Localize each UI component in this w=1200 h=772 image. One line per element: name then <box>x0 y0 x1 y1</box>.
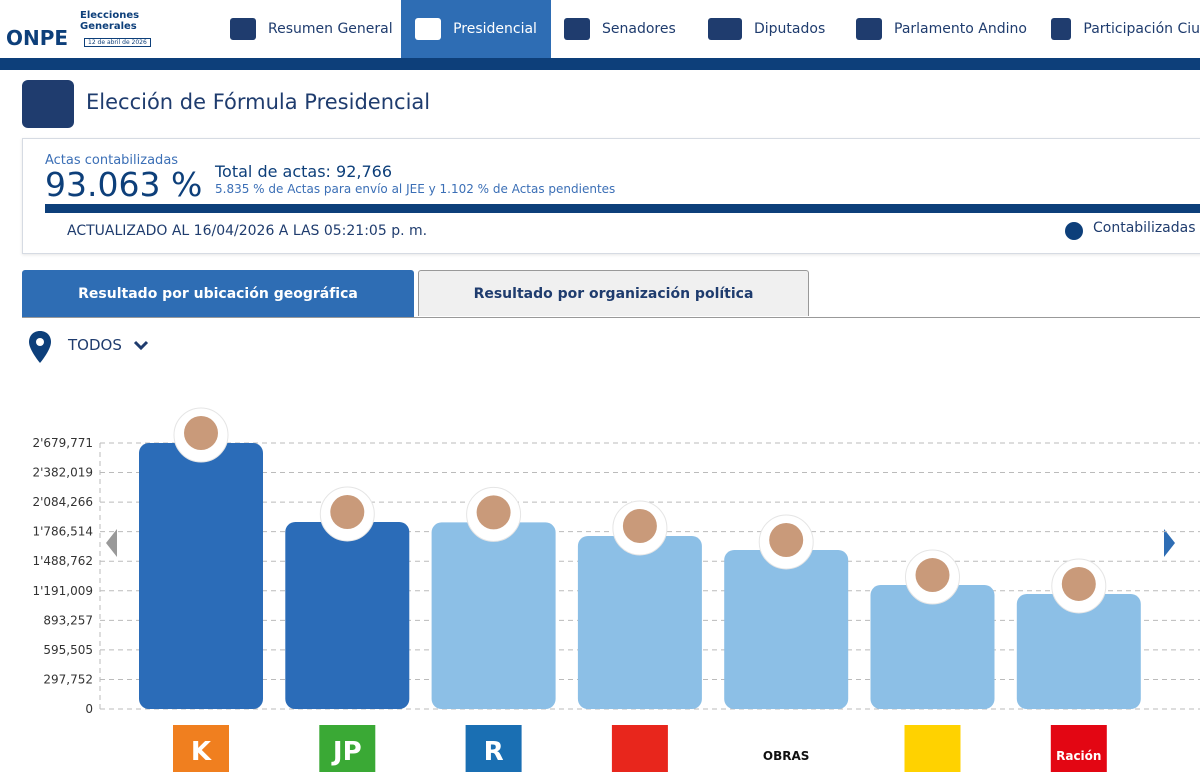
nav-icon <box>708 18 742 40</box>
prev-arrow[interactable] <box>106 529 117 557</box>
party-logo <box>319 725 376 772</box>
filter-dropdown[interactable]: TODOS <box>68 336 122 354</box>
nav-label[interactable]: Presidencial <box>453 21 537 37</box>
nav-label[interactable]: Diputados <box>754 21 826 37</box>
legend-label: Contabilizadas <box>1093 220 1196 236</box>
next-arrow[interactable] <box>1164 529 1175 557</box>
nav-icon <box>415 18 442 40</box>
y-tick-label: 893,257 <box>43 613 93 627</box>
nav-icon <box>230 18 256 40</box>
dropdown-chevron[interactable] <box>133 340 149 352</box>
nav-label[interactable]: Participación Ciu <box>1083 21 1200 37</box>
bar <box>577 535 702 709</box>
y-tick-label: 1'191,009 <box>32 584 93 598</box>
summary-label: Actas contabilizadas <box>45 153 179 168</box>
y-tick-label: 297,752 <box>43 672 93 686</box>
page-title: Elección de Fórmula Presidencial <box>86 90 431 114</box>
y-tick-label: 0 <box>85 702 93 716</box>
location-icon <box>29 331 51 363</box>
logo-brand: ONPE <box>6 26 69 50</box>
nav-icon <box>1051 18 1072 40</box>
summary-card: Actas contabilizadas 93.063 % Total de a… <box>22 138 1200 254</box>
nav-icon <box>856 18 882 40</box>
candidate-face <box>622 508 657 543</box>
summary-detail: 5.835 % de Actas para envío al JEE y 1.1… <box>215 182 616 196</box>
y-tick-label: 1'786,514 <box>32 525 93 539</box>
logo-date: 12 de abril de 2026 <box>84 38 151 47</box>
party-logo-text: R <box>484 737 504 767</box>
top-nav: ONPE Elecciones Generales 12 de abril de… <box>0 0 1200 58</box>
nav-item[interactable]: Presidencial <box>401 0 551 58</box>
bar-chart: 0 297,752 595,505 893,257 1'191,009 1'488,762… <box>32 407 1200 772</box>
party-logo <box>465 725 522 772</box>
header-icon <box>22 80 74 128</box>
candidate-face <box>184 416 218 450</box>
y-tick-label: 2'679,771 <box>32 436 93 450</box>
progress-bar <box>45 204 1200 213</box>
bar <box>431 522 556 709</box>
y-tick-label: 595,505 <box>43 643 93 657</box>
bar <box>285 521 410 709</box>
tab[interactable]: Resultado por organización política <box>418 270 809 316</box>
party-logo <box>758 725 815 772</box>
party-logo-text: Ración <box>1056 749 1101 763</box>
nav-item[interactable]: Senadores <box>564 0 694 58</box>
candidate-face <box>330 494 365 529</box>
nav-item[interactable]: Resumen General <box>230 0 400 58</box>
party-logo <box>1050 725 1107 772</box>
bar <box>870 585 995 709</box>
y-tick-label: 1'488,762 <box>32 554 93 568</box>
summary-percent: 93.063 % <box>45 165 203 204</box>
party-logo-text: OBRAS <box>763 749 810 763</box>
candidate-face <box>915 558 950 593</box>
nav-item[interactable]: Diputados <box>708 0 838 58</box>
legend-dot <box>1065 222 1083 240</box>
party-logo-text: K <box>191 737 212 767</box>
party-logo-text: JP <box>331 737 362 767</box>
summary-total: Total de actas: 92,766 <box>215 162 393 181</box>
nav-label[interactable]: Resumen General <box>268 21 393 37</box>
nav-item[interactable]: Participación Ciu <box>1051 0 1200 58</box>
nav-label[interactable]: Parlamento Andino <box>894 21 1027 37</box>
party-logo <box>173 725 229 772</box>
nav-icon <box>564 18 590 40</box>
party-logo <box>611 725 668 772</box>
nav-item[interactable]: Parlamento Andino <box>856 0 1036 58</box>
y-tick-label: 2'382,019 <box>32 466 93 480</box>
updated-label: ACTUALIZADO AL 16/04/2026 A LAS 05:21:05… <box>67 223 428 239</box>
bar <box>139 443 263 709</box>
bar <box>1016 593 1141 709</box>
logo: ONPE Elecciones Generales 12 de abril de… <box>6 8 156 50</box>
y-tick-label: 2'084,266 <box>32 495 93 509</box>
bar <box>724 549 849 709</box>
tab-active[interactable]: Resultado por ubicación geográfica <box>22 270 414 317</box>
logo-title: Elecciones Generales <box>80 10 140 32</box>
nav-label[interactable]: Senadores <box>602 21 676 37</box>
tab-line <box>22 317 1200 318</box>
candidate-face <box>1061 566 1096 601</box>
nav-band <box>0 58 1200 70</box>
candidate-face <box>769 522 804 557</box>
candidate-face <box>476 495 511 530</box>
party-logo <box>904 725 961 772</box>
